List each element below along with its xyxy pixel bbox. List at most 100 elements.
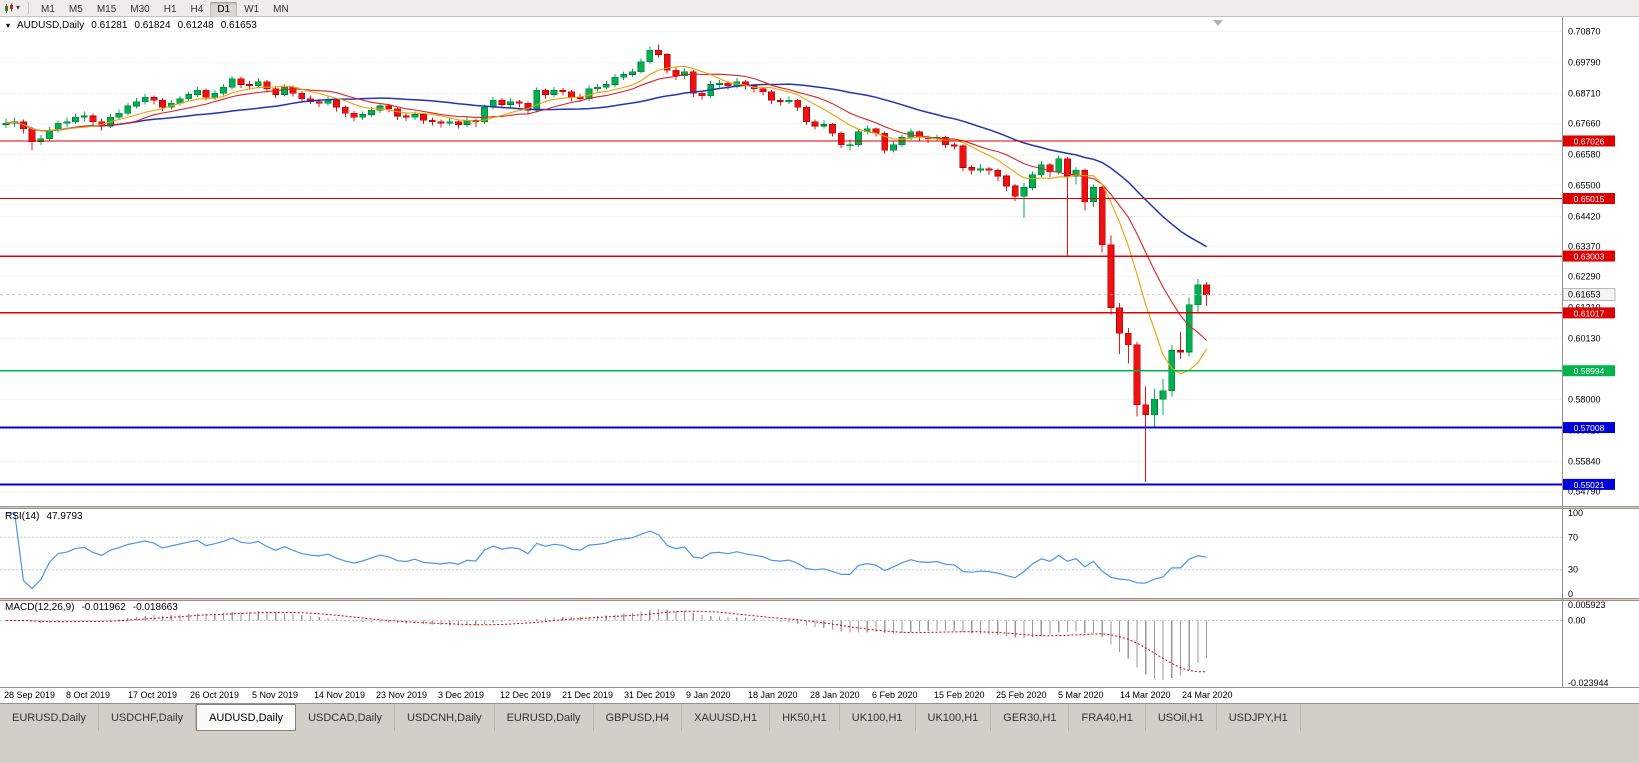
level-price-tag [1563,307,1615,319]
rsi-label: RSI(14) 47.9793 [5,511,83,522]
timeframe-button-h4[interactable]: H4 [190,4,204,15]
level-price-tag [1563,192,1615,204]
macd-axis-label: 0.00 [1568,615,1586,625]
rsi-value: 47.9793 [46,511,83,522]
timeframe-buttons: M1 M5 M15 M30 H1 H4 D1 W1 MN [34,0,296,17]
chart-tab-eurusd-daily[interactable]: EURUSD,Daily [0,704,99,731]
ohlc-close: 0.61653 [220,20,257,31]
level-price-tag [1563,365,1615,377]
chart-tab-usdcnh-daily[interactable]: USDCNH,Daily [395,704,495,731]
macd-axis-label: -0.023944 [1568,678,1609,688]
rsi-axis-label: 0 [1568,589,1573,599]
time-axis[interactable] [0,687,1639,703]
date-axis-label: 23 Nov 2019 [376,690,427,700]
chevron-down-icon[interactable]: ▾ [16,3,21,12]
date-axis-label: 6 Feb 2020 [872,690,918,700]
level-price-tag-text: 0.61017 [1574,308,1605,318]
price-axis-label: 0.60130 [1568,334,1601,344]
chart-tab-gbpusd-h4[interactable]: GBPUSD,H4 [593,704,683,731]
price-axis-label: 0.64420 [1568,212,1601,222]
price-axis-label: 0.69790 [1568,58,1601,68]
current-price-tag-text: 0.61653 [1568,290,1601,300]
level-price-tag-text: 0.63003 [1574,252,1605,262]
price-axis-label: 0.70870 [1568,27,1601,37]
price-axis-label: 0.58000 [1568,395,1601,405]
candlestick-chart-icon[interactable] [4,3,15,14]
symbol-dropdown-icon[interactable]: ▾ [6,20,11,30]
timeframe-button-m30[interactable]: M30 [130,4,150,15]
date-axis-label: 28 Sep 2019 [4,690,55,700]
timeframe-button-m15[interactable]: M15 [96,4,117,15]
price-axis-label: 0.66580 [1568,150,1601,160]
panel-separator[interactable] [0,506,1639,509]
level-price-tag [1563,250,1615,262]
date-axis-label: 14 Mar 2020 [1120,690,1171,700]
timeframe-button-h1[interactable]: H1 [163,4,177,15]
macd-axis-label: 0.005923 [1568,600,1606,610]
chart-canvas: 0.70870 0.69790 0.68710 0.67660 0.66580 0.655… [0,16,1639,703]
slow-ma-line [5,83,1207,248]
date-axis-label: 12 Dec 2019 [500,690,551,700]
date-axis-label: 15 Feb 2020 [934,690,985,700]
timeframe-button-d1[interactable]: D1 [210,2,238,17]
date-axis-label: 31 Dec 2019 [624,690,675,700]
macd-plot-area[interactable] [0,601,1562,687]
timeframe-button-mn[interactable]: MN [273,4,289,15]
date-axis-label: 18 Jan 2020 [748,690,798,700]
panel-separator[interactable] [0,598,1639,601]
chart-tab-uk100-h1[interactable]: UK100,H1 [915,704,992,731]
candlesticks [2,44,1210,483]
chart-tab-usdcad-daily[interactable]: USDCAD,Daily [296,704,396,731]
macd-signal-value: -0.018663 [132,602,178,613]
price-axis-label: 0.63370 [1568,242,1601,252]
chart-tab-bar: EURUSD,Daily USDCHF,Daily AUDUSD,Daily USDC… [0,703,1639,763]
rsi-plot-area[interactable] [0,509,1562,598]
timeframe-button-m1[interactable]: M1 [41,4,55,15]
level-price-tag [1563,478,1615,490]
main-plot-area[interactable] [0,16,1562,506]
date-axis-label: 17 Oct 2019 [128,690,177,700]
date-axis-label: 21 Dec 2019 [562,690,613,700]
chart-tab-usdjpy-h1[interactable]: USDJPY,H1 [1216,704,1301,731]
chart-tab-hk50-h1[interactable]: HK50,H1 [770,704,840,731]
fast-ma-line [5,65,1208,375]
level-price-tag [1563,422,1615,434]
price-axis-label: 0.68710 [1568,89,1601,99]
chart-tab-eurusd-daily[interactable]: EURUSD,Daily [494,704,594,731]
ohlc-low: 0.61248 [177,20,214,31]
rsi-axis-label: 30 [1568,565,1578,575]
toolbar-separator [28,2,30,14]
chart-tab-audusd-daily[interactable]: AUDUSD,Daily [196,704,297,731]
date-axis-label: 14 Nov 2019 [314,690,365,700]
chart-tab-xauusd-h1[interactable]: XAUUSD,H1 [682,704,771,731]
chart-tab-fra40-h1[interactable]: FRA40,H1 [1069,704,1146,731]
chart-tab-ger30-h1[interactable]: GER30,H1 [991,704,1070,731]
timeframe-button-m5[interactable]: M5 [68,4,83,15]
chart-tab-uk100-h1[interactable]: UK100,H1 [839,704,916,731]
mid-ma-line [5,73,1207,341]
date-axis-label: 8 Oct 2019 [66,690,110,700]
rsi-line [6,512,1207,590]
level-price-tag-text: 0.57008 [1574,423,1605,433]
macd-label: MACD(12,26,9) -0.011962 -0.018663 [5,602,178,613]
level-price-tag-text: 0.55021 [1574,480,1605,490]
level-price-tag [1563,135,1615,147]
date-axis-label: 5 Nov 2019 [252,690,298,700]
date-axis-label: 26 Oct 2019 [190,690,239,700]
date-axis-label: 3 Dec 2019 [438,690,484,700]
ohlc-open: 0.61281 [91,20,128,31]
price-axis[interactable] [1562,16,1639,687]
chart-shift-marker[interactable] [1213,20,1223,26]
level-price-tag-text: 0.67026 [1574,136,1605,146]
period-toolbar: ▾ M1 M5 M15 M30 H1 H4 D1 W1 MN [0,0,1639,17]
price-axis-label: 0.67660 [1568,119,1601,129]
rsi-axis-label: 70 [1568,532,1578,542]
chart-tab-usoil-h1[interactable]: USOil,H1 [1145,704,1217,731]
macd-name: MACD(12,26,9) [5,602,75,613]
date-axis-label: 28 Jan 2020 [810,690,860,700]
chart-tabs: EURUSD,Daily USDCHF,Daily AUDUSD,Daily USDC… [0,704,1639,731]
timeframe-button-w1[interactable]: W1 [244,4,260,15]
macd-signal-line [5,610,1207,673]
chart-tab-usdchf-daily[interactable]: USDCHF,Daily [98,704,197,731]
date-axis-label: 9 Jan 2020 [686,690,731,700]
